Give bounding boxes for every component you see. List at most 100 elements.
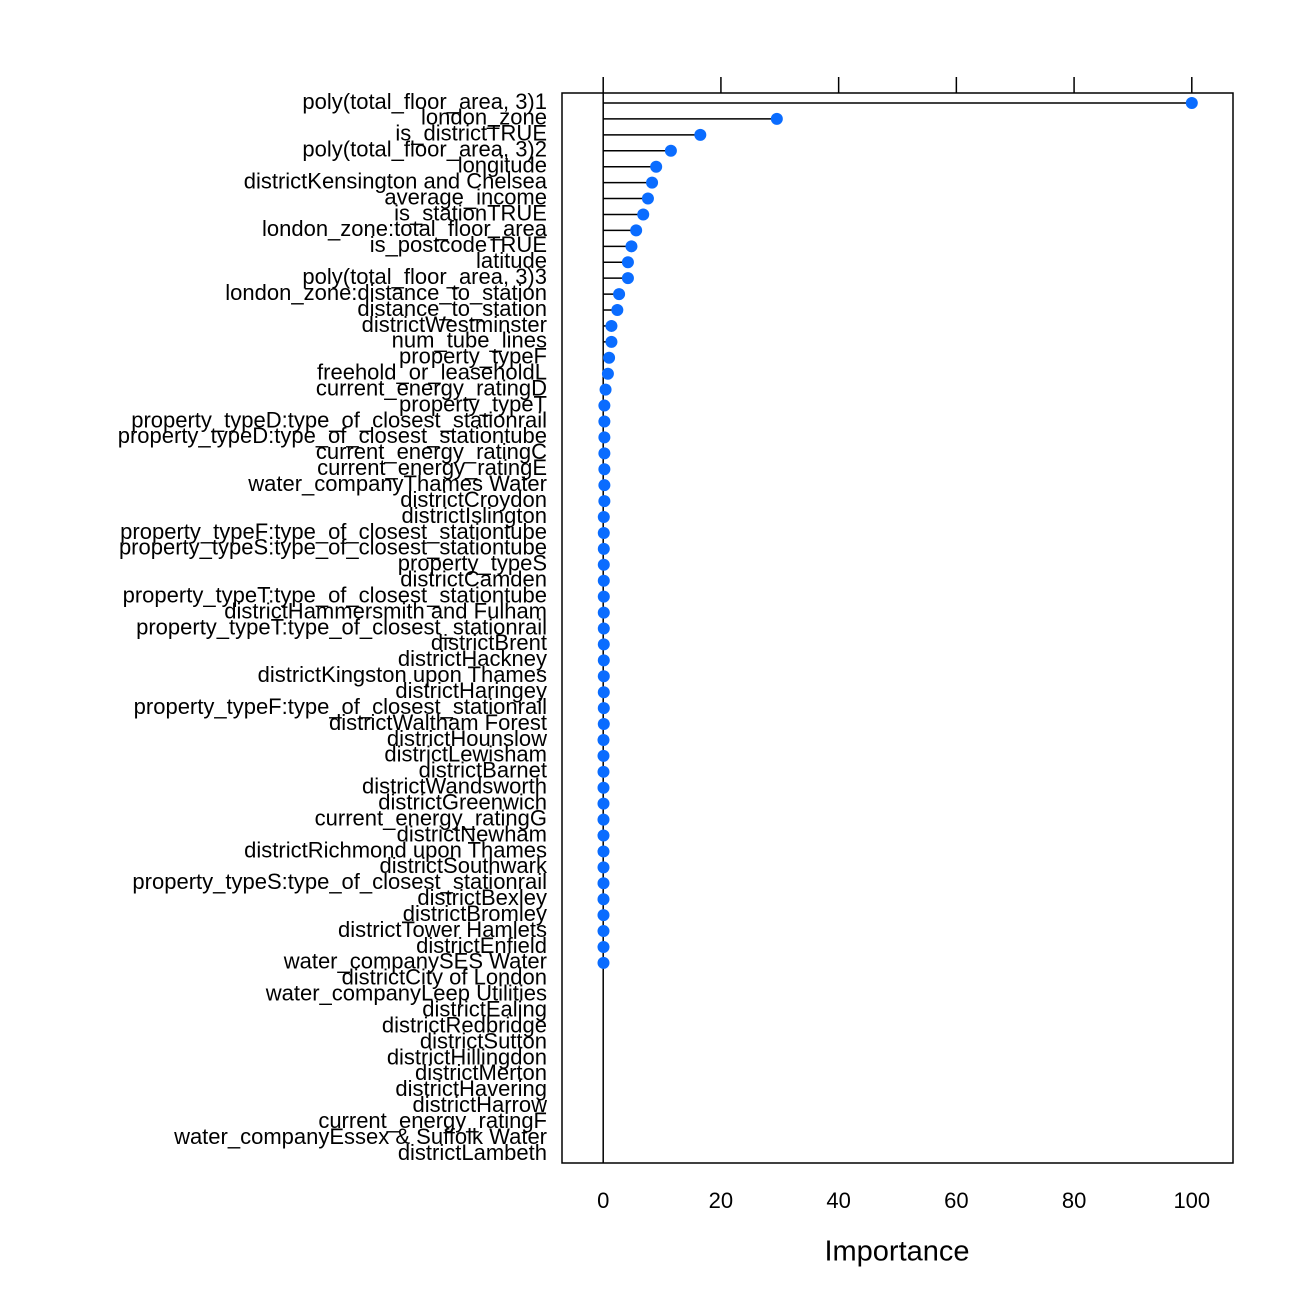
dot: [613, 288, 626, 301]
dot: [597, 749, 610, 762]
dot: [770, 112, 783, 125]
y-tick-label: num_tube_lines: [392, 328, 547, 353]
dot: [597, 718, 610, 731]
y-tick-label: property_typeT:type_of_closest_stationtu…: [123, 582, 547, 607]
dot: [597, 861, 610, 874]
dot: [597, 702, 610, 715]
y-tick-label: districtLewisham: [384, 742, 547, 767]
dot: [601, 367, 614, 380]
y-tick-label: london_zone: [421, 105, 547, 130]
y-tick-label: property_typeF: [399, 344, 547, 369]
dot: [597, 877, 610, 890]
dot: [597, 813, 610, 826]
dot: [664, 144, 677, 157]
dot: [597, 574, 610, 587]
dot: [599, 383, 612, 396]
y-tick-label: districtNewham: [397, 821, 547, 846]
y-tick-label: districtGreenwich: [378, 789, 547, 814]
y-tick-label: poly(total_floor_area, 3)1: [302, 89, 547, 114]
dot: [598, 399, 611, 412]
y-tick-label: longitude: [458, 153, 547, 178]
x-tick-label: 100: [1173, 1188, 1210, 1213]
dot: [597, 956, 610, 969]
y-tick-label: freehold_or_leaseholdL: [317, 360, 547, 385]
dot: [597, 638, 610, 651]
x-tick-label: 60: [944, 1188, 968, 1213]
dot: [694, 128, 707, 141]
y-tick-label: districtKingston upon Thames: [258, 662, 547, 687]
dot: [605, 335, 618, 348]
y-tick-label: districtHarrow: [413, 1092, 548, 1117]
y-tick-label: current_energy_ratingE: [317, 455, 547, 480]
y-tick-label: districtBromley: [403, 901, 547, 926]
dot: [621, 272, 634, 285]
dot: [598, 463, 611, 476]
dot: [603, 351, 616, 364]
y-tick-label: districtEnfield: [416, 933, 547, 958]
dot: [630, 224, 643, 237]
y-tick-label: districtHackney: [398, 646, 547, 671]
y-tick-label: districtRedbridge: [382, 1012, 547, 1037]
y-tick-label: poly(total_floor_area, 3)2: [302, 137, 547, 162]
dot: [597, 765, 610, 778]
y-tick-label: property_typeT:type_of_closest_stationra…: [136, 614, 547, 639]
y-tick-label: current_energy_ratingF: [318, 1108, 547, 1133]
dot: [597, 526, 610, 539]
y-tick-label: property_typeD:type_of_closest_stationtu…: [118, 423, 547, 448]
y-tick-label: districtWestminster: [362, 312, 547, 337]
x-tick-label: 0: [597, 1188, 609, 1213]
y-tick-label: poly(total_floor_area, 3)3: [302, 264, 547, 289]
dot: [597, 940, 610, 953]
dot: [597, 909, 610, 922]
dot: [597, 845, 610, 858]
dot: [597, 829, 610, 842]
y-tick-label: districtHounslow: [387, 726, 547, 751]
y-tick-label: property_typeS:type_of_closest_stationra…: [132, 869, 547, 894]
y-tick-label: districtSutton: [420, 1028, 547, 1053]
dot: [597, 606, 610, 619]
y-tick-label: london_zone:distance_to_station: [225, 280, 547, 305]
y-tick-label: property_typeF:type_of_closest_stationra…: [134, 694, 547, 719]
dot: [598, 495, 611, 508]
x-tick-label: 40: [826, 1188, 850, 1213]
y-tick-label: water_companyThames Water: [247, 471, 547, 496]
x-tick-label: 20: [709, 1188, 733, 1213]
y-tick-label: water_companyLeep Utilities: [265, 981, 547, 1006]
dot: [641, 192, 654, 205]
y-tick-label: london_zone:total_floor_area: [262, 216, 548, 241]
dot: [597, 511, 610, 524]
y-tick-label: districtHavering: [395, 1076, 547, 1101]
y-tick-label: districtTower Hamlets: [338, 917, 547, 942]
dot: [597, 542, 610, 555]
dot: [597, 781, 610, 794]
y-tick-label: property_typeF:type_of_closest_stationtu…: [120, 519, 547, 544]
dot: [605, 319, 618, 332]
y-tick-label: average_income: [384, 184, 547, 209]
dot: [650, 160, 663, 173]
dot: [597, 558, 610, 571]
y-tick-label: property_typeS:type_of_closest_stationtu…: [119, 535, 547, 560]
y-tick-label: districtSouthwark: [379, 853, 548, 878]
dot: [597, 654, 610, 667]
y-tick-label: water_companySES Water: [283, 949, 547, 974]
y-tick-label: districtBrent: [431, 630, 547, 655]
dot: [598, 447, 611, 460]
dot: [597, 590, 610, 603]
y-tick-label: districtEaling: [422, 996, 547, 1021]
y-tick-label: property_typeD:type_of_closest_stationra…: [131, 407, 547, 432]
y-tick-label: latitude: [476, 248, 547, 273]
dot: [597, 622, 610, 635]
y-tick-label: districtWandsworth: [362, 774, 547, 799]
y-tick-label: districtKensington and Chelsea: [244, 168, 548, 193]
x-axis-label: Importance: [824, 1236, 969, 1268]
y-tick-label: is_districtTRUE: [395, 121, 547, 146]
y-tick-label: districtCroydon: [400, 487, 547, 512]
dot: [597, 925, 610, 938]
dot: [597, 686, 610, 699]
dot: [597, 733, 610, 746]
plot-frame: [561, 92, 1234, 1164]
dot: [598, 479, 611, 492]
dot: [621, 256, 634, 269]
y-tick-label: districtWaltham Forest: [329, 710, 547, 735]
y-tick-label: current_energy_ratingD: [316, 375, 547, 400]
